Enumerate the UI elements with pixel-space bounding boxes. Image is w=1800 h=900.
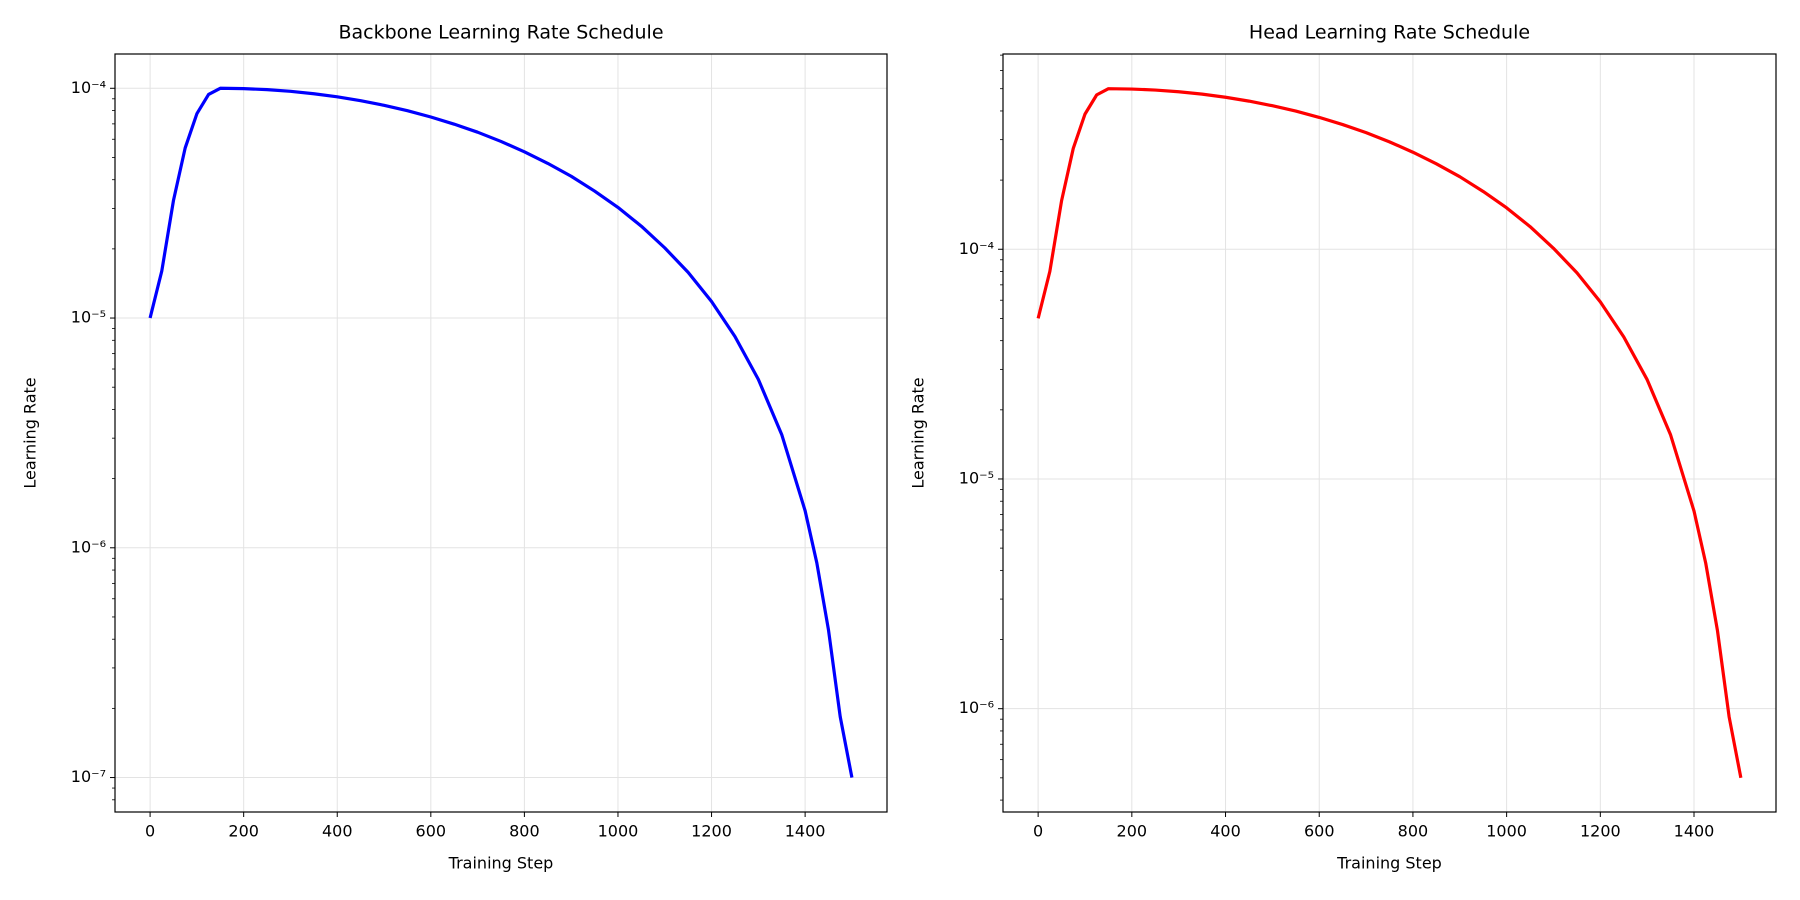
x-tick-label: 1400 [785, 822, 826, 841]
x-tick-label: 1200 [691, 822, 732, 841]
y-tick-label: 10⁻⁵ [71, 308, 106, 327]
y-tick-label: 10⁻⁴ [71, 78, 106, 97]
chart-title: Head Learning Rate Schedule [1249, 22, 1530, 44]
x-tick-label: 600 [1304, 822, 1335, 841]
x-tick-label: 800 [509, 822, 540, 841]
y-tick-label: 10⁻⁶ [71, 537, 106, 556]
x-tick-label: 200 [1117, 822, 1148, 841]
lr-line [1036, 87, 1743, 779]
x-axis-label: Training Step [1336, 854, 1442, 873]
x-tick-label: 1000 [598, 822, 639, 841]
y-axis-label: Learning Rate [21, 377, 40, 488]
y-tick-label: 10⁻⁵ [959, 468, 994, 487]
x-tick-label: 1000 [1486, 822, 1527, 841]
x-tick-label: 800 [1398, 822, 1429, 841]
lr-line [148, 86, 854, 778]
y-axis-label: Learning Rate [909, 377, 928, 488]
y-tick-label: 10⁻⁶ [959, 698, 994, 717]
x-tick-label: 1400 [1674, 822, 1715, 841]
x-tick-label: 400 [1210, 822, 1241, 841]
x-tick-label: 0 [145, 822, 155, 841]
x-tick-label: 0 [1033, 822, 1043, 841]
axes-frame [114, 53, 888, 813]
y-tick-label: 10⁻⁴ [959, 239, 994, 258]
y-tick-label: 10⁻⁷ [71, 767, 106, 786]
x-tick-label: 600 [416, 822, 447, 841]
chart-title: Backbone Learning Rate Schedule [338, 22, 663, 44]
x-tick-label: 1200 [1580, 822, 1621, 841]
x-tick-label: 200 [228, 822, 259, 841]
axes-frame [1002, 53, 1777, 813]
x-axis-label: Training Step [448, 854, 554, 873]
x-tick-label: 400 [322, 822, 353, 841]
